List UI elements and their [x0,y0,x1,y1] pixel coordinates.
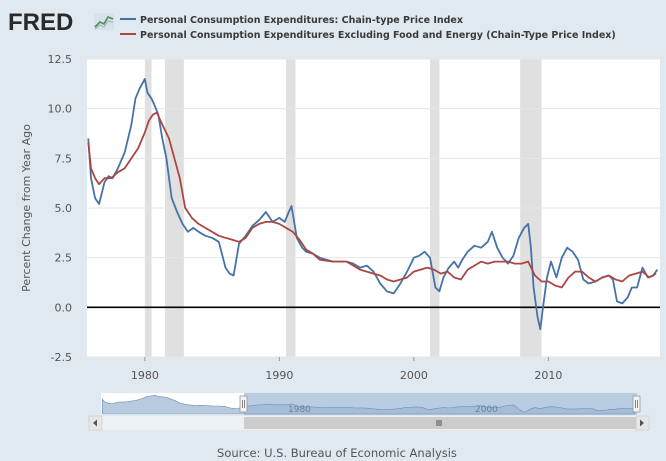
legend-label-core-pce: Personal Consumption Expenditures Exclud… [140,30,616,41]
x-tick-label: 2000 [400,369,428,382]
chart-legend: Personal Consumption Expenditures: Chain… [120,15,616,41]
y-tick-label: 7.5 [55,152,73,165]
y-tick-label: 0.0 [55,301,73,314]
legend-item-core-pce[interactable]: Personal Consumption Expenditures Exclud… [120,30,616,41]
scrollbar-left-arrow[interactable] [88,415,103,431]
legend-item-pce[interactable]: Personal Consumption Expenditures: Chain… [120,15,463,26]
navigator-label-2000: 2000 [475,405,498,415]
y-axis-ticks: -2.5 0.0 2.5 5.0 7.5 10.0 12.5 [48,53,73,364]
fred-logo[interactable]: FRED [8,9,114,36]
navigator-mini-chart [102,394,635,415]
navigator-right-handle[interactable] [632,395,641,413]
series-line-pce[interactable] [87,78,659,331]
fred-logo-text: FRED [8,9,73,36]
y-tick-label: 2.5 [55,252,73,265]
x-tick-label: 1990 [265,369,293,382]
x-tick-label: 1980 [131,369,159,382]
fred-logo-graph-icon [94,13,114,30]
source-note: Source: U.S. Bureau of Economic Analysis [217,446,457,460]
series-line-core-pce[interactable] [87,111,657,289]
scrollbar-thumb[interactable] [244,417,636,429]
data-series [87,78,659,331]
legend-label-pce: Personal Consumption Expenditures: Chain… [140,15,463,26]
range-navigator[interactable]: 1980 2000 [101,393,641,415]
range-scrollbar[interactable] [88,415,650,431]
x-axis-ticks: 1980 1990 2000 2010 [131,357,562,382]
y-tick-label: 10.0 [48,103,73,116]
y-tick-label: 12.5 [48,53,73,66]
scrollbar-right-arrow[interactable] [635,415,650,431]
y-axis-title: Percent Change from Year Ago [20,124,33,292]
navigator-left-handle[interactable] [239,395,248,413]
gridlines [87,58,660,358]
navigator-label-1980: 1980 [288,405,311,415]
x-tick-label: 2010 [534,369,562,382]
navigator-series-area [102,394,635,415]
y-tick-label: 5.0 [55,202,73,215]
y-tick-label: -2.5 [51,351,72,364]
